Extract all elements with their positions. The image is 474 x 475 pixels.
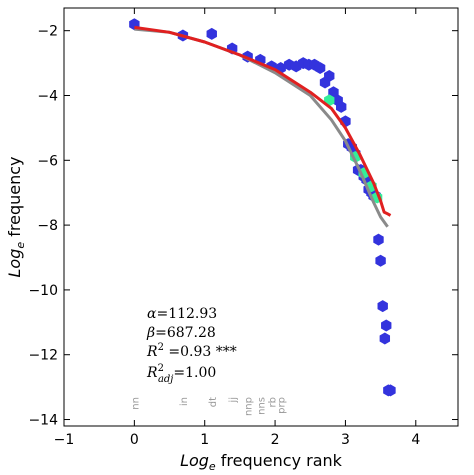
x-tick-label: 4: [411, 432, 420, 448]
y-tick-label: −14: [28, 413, 58, 429]
y-tick-label: −6: [37, 153, 58, 169]
blue-data-point: [373, 233, 384, 246]
tag-label: prp: [277, 397, 288, 414]
red-fit-line: [134, 25, 392, 217]
x-tick-label: −1: [54, 432, 75, 448]
y-axis-label: Loge frequency: [5, 157, 27, 278]
y-tick-label: −2: [37, 24, 58, 40]
x-tick-label: 1: [200, 432, 209, 448]
tag-label: nnp: [244, 397, 255, 416]
y-axis-ticks: −2 −4 −6 −8 −10 −12 −14: [28, 24, 458, 429]
blue-data-point: [375, 254, 386, 267]
stat-line: β=687.28: [146, 325, 216, 341]
tag-label: nns: [256, 397, 267, 415]
x-axis-label: Loge frequency rank: [180, 451, 343, 473]
y-tick-label: −8: [37, 218, 58, 234]
tag-label: jj: [228, 397, 239, 404]
blue-data-point: [381, 319, 392, 332]
stat-line: R2 =0.93 ***: [146, 342, 237, 360]
blue-data-point: [385, 384, 396, 397]
tag-label: nn: [130, 397, 141, 410]
y-tick-label: −12: [28, 348, 58, 364]
x-tick-label: 2: [271, 432, 280, 448]
y-tick-label: −4: [37, 88, 58, 104]
x-axis-ticks: −1 0 1 2 3 4: [54, 8, 420, 448]
blue-data-point: [314, 61, 326, 74]
stat-line: R2 adj=1.00: [146, 363, 216, 385]
y-tick-label: −10: [28, 283, 58, 299]
fit-lines: [134, 25, 392, 228]
tag-label: in: [179, 397, 190, 406]
tag-label: dt: [208, 397, 219, 407]
x-tick-label: 3: [341, 432, 350, 448]
blue-data-point: [377, 300, 388, 313]
x-tick-label: 0: [130, 432, 139, 448]
blue-data-point: [324, 70, 335, 83]
blue-data-point: [206, 27, 217, 40]
blue-data-point: [336, 100, 347, 113]
plot-frame: [63, 7, 459, 427]
blue-data-point: [379, 332, 391, 345]
tag-label: rb: [268, 397, 279, 407]
blue-data-point: [328, 86, 339, 99]
stat-line: α=112.93: [147, 306, 217, 322]
